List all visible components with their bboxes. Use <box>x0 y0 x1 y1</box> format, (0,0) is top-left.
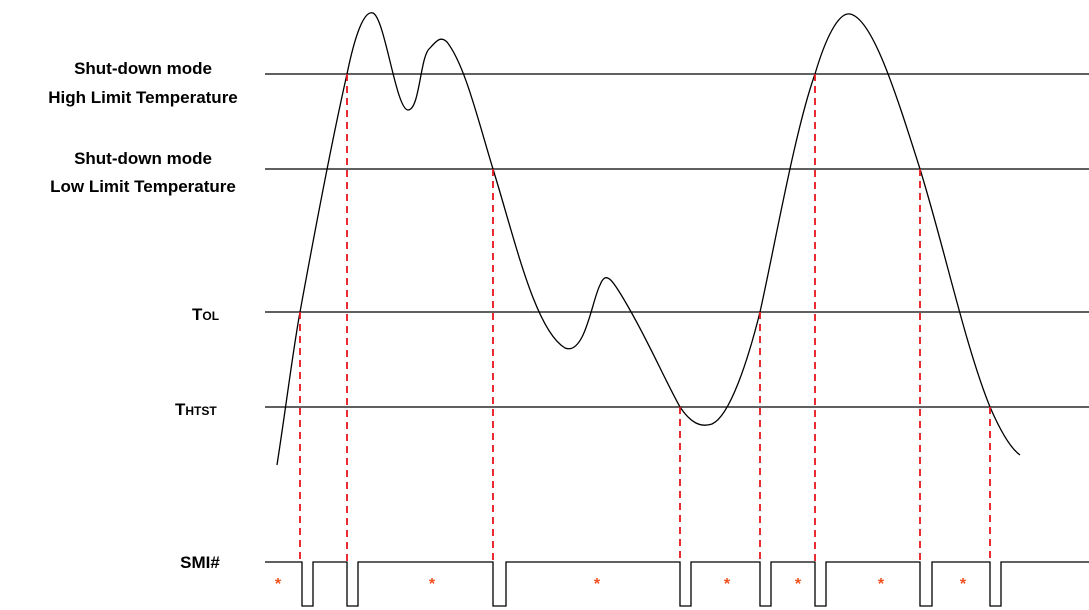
symbol: T <box>175 400 186 419</box>
marker: * <box>275 576 282 593</box>
marker: * <box>429 576 436 593</box>
transition-markers <box>299 74 991 562</box>
marker: * <box>724 576 731 593</box>
marker: * <box>594 576 601 593</box>
smi-waveform <box>265 561 1089 607</box>
level-label: THTST <box>175 400 217 419</box>
level-label: TOL <box>192 305 219 324</box>
symbol: T <box>192 305 203 324</box>
level-label: High Limit Temperature <box>48 88 238 107</box>
subscript: HTST <box>185 404 217 418</box>
level-label: Low Limit Temperature <box>50 177 236 196</box>
signal-label: SMI# <box>180 553 220 572</box>
temperature-curve <box>276 12 1021 466</box>
subscript: OL <box>202 309 219 323</box>
level-label: Shut-down mode <box>74 149 212 168</box>
level-label: Shut-down mode <box>74 59 212 78</box>
marker: * <box>795 576 802 593</box>
marker: * <box>878 576 885 593</box>
marker: * <box>960 576 967 593</box>
